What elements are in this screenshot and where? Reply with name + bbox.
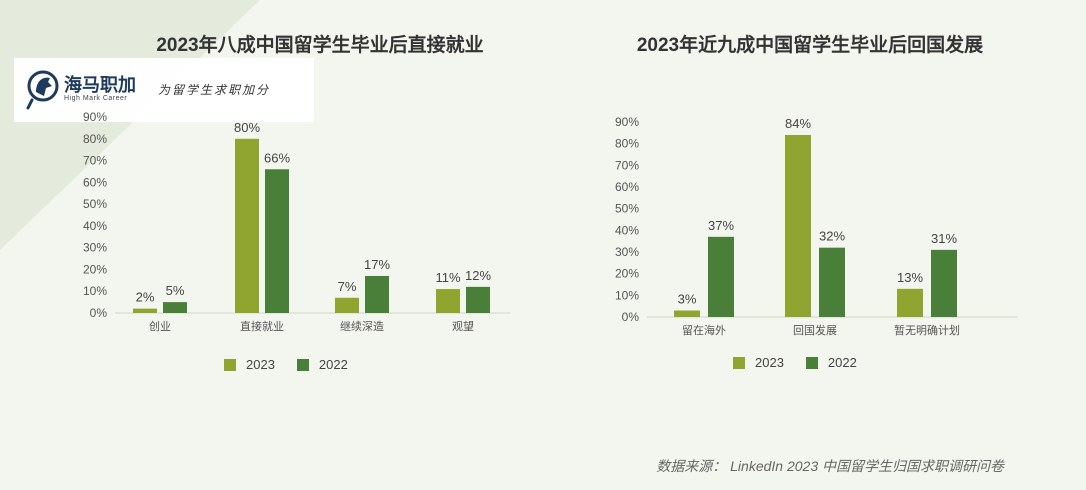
legend-left: 2023 2022 bbox=[224, 357, 348, 372]
x-category-label: 观望 bbox=[452, 320, 474, 333]
x-category-label: 创业 bbox=[149, 320, 171, 333]
bar-2023 bbox=[785, 135, 811, 317]
y-tick-label: 60% bbox=[83, 175, 107, 189]
x-category-label: 暂无明确计划 bbox=[894, 324, 960, 337]
bar-2022 bbox=[466, 286, 490, 313]
brand-logo: 海马职加 High Mark Career 为留学生求职加分 bbox=[14, 58, 314, 122]
data-label-2022: 37% bbox=[708, 218, 734, 233]
data-label-2022: 17% bbox=[364, 257, 390, 272]
legend-right: 2023 2022 bbox=[733, 355, 857, 370]
legend-item-2023: 2023 bbox=[733, 355, 784, 370]
data-label-2023: 80% bbox=[234, 120, 260, 135]
bar-2022 bbox=[819, 247, 845, 317]
bar-2022 bbox=[931, 249, 957, 317]
y-tick-label: 20% bbox=[83, 262, 107, 276]
data-label-2022: 12% bbox=[465, 268, 491, 283]
bar-2022 bbox=[365, 275, 389, 313]
data-source-note: 数据来源： LinkedIn 2023 中国留学生归国求职调研问卷 bbox=[656, 458, 1004, 474]
y-tick-label: 80% bbox=[615, 137, 639, 151]
horse-head-icon bbox=[26, 70, 59, 110]
x-category-label: 回国发展 bbox=[793, 323, 837, 337]
data-label-2023: 7% bbox=[338, 279, 357, 294]
legend-swatch-2022 bbox=[296, 358, 309, 371]
legend-item-2022: 2022 bbox=[296, 357, 348, 372]
bar-2022 bbox=[163, 302, 187, 313]
brand-slogan: 为留学生求职加分 bbox=[158, 83, 271, 97]
legend-label-2023: 2023 bbox=[246, 357, 275, 372]
y-tick-label: 30% bbox=[83, 241, 107, 255]
chart-title-right: 2023年近九成中国留学生毕业后回国发展 bbox=[636, 35, 984, 56]
brand-subname: High Mark Career bbox=[64, 95, 128, 102]
legend-swatch-2023 bbox=[224, 358, 236, 371]
bar-2023 bbox=[436, 289, 460, 313]
legend-label-2022: 2022 bbox=[827, 355, 857, 370]
y-tick-label: 50% bbox=[615, 202, 639, 216]
data-label-2023: 2% bbox=[136, 290, 155, 305]
y-tick-label: 10% bbox=[615, 288, 639, 302]
bar-2022 bbox=[708, 236, 734, 317]
bar-2022 bbox=[265, 169, 289, 313]
y-tick-label: 0% bbox=[622, 310, 640, 324]
data-label-2022: 66% bbox=[264, 150, 290, 165]
data-label-2023: 84% bbox=[785, 116, 811, 131]
data-label-2023: 3% bbox=[678, 292, 697, 307]
y-tick-label: 0% bbox=[90, 306, 108, 320]
legend-swatch-2022 bbox=[805, 356, 818, 369]
y-tick-label: 90% bbox=[83, 110, 107, 124]
chart-title-left: 2023年八成中国留学生毕业后直接就业 bbox=[156, 35, 484, 56]
corner-decoration bbox=[0, 0, 260, 250]
data-label-2023: 11% bbox=[435, 270, 460, 285]
y-tick-label: 60% bbox=[615, 180, 639, 194]
y-tick-label: 70% bbox=[83, 154, 107, 168]
legend-label-2022: 2022 bbox=[318, 357, 348, 372]
x-category-label: 留在海外 bbox=[682, 323, 726, 337]
x-category-label: 直接就业 bbox=[240, 319, 284, 333]
bar-2023 bbox=[133, 308, 157, 313]
data-label-2023: 13% bbox=[897, 270, 923, 285]
data-label-2022: 31% bbox=[931, 231, 957, 246]
y-tick-label: 10% bbox=[83, 284, 107, 298]
bar-2023 bbox=[235, 138, 259, 313]
bar-2023 bbox=[335, 297, 359, 313]
y-tick-label: 50% bbox=[83, 197, 107, 211]
legend-label-2023: 2023 bbox=[755, 355, 784, 370]
y-tick-label: 70% bbox=[615, 158, 639, 172]
bar-2023 bbox=[674, 310, 700, 317]
data-label-2022: 32% bbox=[819, 229, 845, 244]
y-tick-label: 90% bbox=[615, 115, 639, 129]
y-tick-label: 40% bbox=[615, 223, 639, 237]
legend-item-2022: 2022 bbox=[805, 355, 857, 370]
data-label-2022: 5% bbox=[166, 283, 185, 298]
brand-name: 海马职加 bbox=[64, 75, 136, 95]
x-category-label: 继续深造 bbox=[340, 319, 384, 333]
y-tick-label: 20% bbox=[615, 267, 639, 281]
y-tick-label: 80% bbox=[83, 132, 107, 146]
bar-2023 bbox=[897, 288, 923, 317]
legend-swatch-2023 bbox=[733, 356, 745, 369]
legend-item-2023: 2023 bbox=[224, 357, 275, 372]
y-tick-label: 30% bbox=[615, 245, 639, 259]
y-tick-label: 40% bbox=[83, 219, 107, 233]
